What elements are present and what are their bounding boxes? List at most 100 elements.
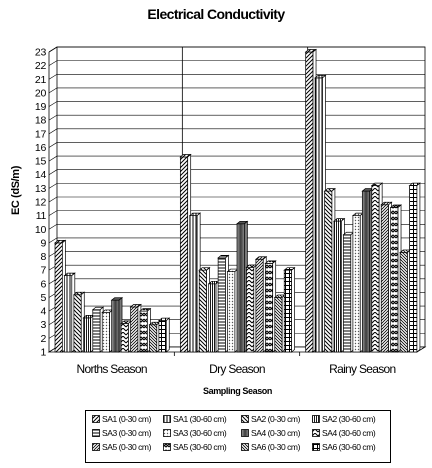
y-tick-label: 20 [35, 87, 47, 99]
y-tick-label: 5 [40, 292, 46, 304]
legend-swatch [241, 429, 249, 437]
y-tick-label: 2 [40, 333, 46, 345]
legend-label: SA6 (30-60 cm) [322, 442, 376, 452]
bar [157, 317, 171, 353]
bar [188, 212, 202, 353]
bar [236, 220, 249, 353]
x-tick-labels: Norths Season Dry Season Rainy Season [77, 362, 397, 376]
bar [399, 249, 412, 353]
legend-label: SA1 (0-30 cm) [102, 414, 151, 424]
bar [54, 239, 67, 353]
y-tick-label: 10 [35, 224, 47, 236]
y-tick-label: 13 [35, 183, 47, 195]
legend-item: SA2 (0-30 cm) [241, 414, 312, 424]
legend-swatch [163, 429, 171, 437]
legend-label: SA5 (30-60 cm) [173, 442, 227, 452]
bar [370, 182, 384, 353]
bar [82, 314, 95, 353]
bar [264, 260, 277, 353]
gridline [48, 60, 425, 66]
bar [389, 204, 403, 353]
legend-item: SA6 (0-30 cm) [241, 442, 312, 452]
y-tick-label: 16 [35, 142, 47, 154]
legend-item: SA3 (0-30 cm) [92, 428, 163, 438]
y-tick-label: 11 [36, 210, 47, 222]
x-tick-label: Dry Season [209, 362, 265, 376]
bar [63, 272, 76, 353]
legend-item: SA1 (0-30 cm) [92, 414, 163, 424]
bar [217, 254, 230, 353]
y-tick-label: 17 [35, 128, 47, 140]
legend-item: SA5 (0-30 cm) [92, 442, 163, 452]
gridline [48, 183, 425, 189]
y-tick-label: 22 [35, 60, 47, 72]
bar [72, 291, 86, 353]
legend-label: SA2 (0-30 cm) [251, 414, 300, 424]
bar [273, 294, 287, 353]
legend-label: SA4 (30-60 cm) [322, 428, 376, 438]
legend-label: SA5 (0-30 cm) [102, 442, 151, 452]
legend-swatch [312, 443, 320, 451]
bar [361, 187, 374, 353]
gridline [48, 73, 425, 80]
bar [314, 74, 327, 353]
bar [380, 201, 393, 353]
x-tick-label: Rainy Season [329, 362, 395, 376]
y-tick-label: 8 [40, 251, 46, 263]
bar [333, 217, 346, 353]
bar [91, 306, 105, 353]
legend-label: SA3 (30-60 cm) [173, 428, 227, 438]
legend-label: SA2 (30-60 cm) [322, 414, 376, 424]
bar [351, 212, 365, 353]
bar [323, 187, 336, 353]
gridline [48, 128, 425, 135]
y-tick-label: 14 [35, 169, 47, 181]
legend-item: SA4 (30-60 cm) [312, 428, 390, 438]
legend-item: SA2 (30-60 cm) [312, 414, 390, 424]
bar [198, 266, 211, 353]
legend-swatch [312, 429, 320, 437]
bar [139, 307, 152, 353]
y-tick-label: 6 [40, 278, 46, 290]
bar [207, 280, 221, 353]
gridline [48, 142, 425, 148]
bar [254, 256, 268, 353]
legend-label: SA6 (0-30 cm) [251, 442, 300, 452]
y-tick-label: 18 [35, 115, 47, 127]
legend-label: SA4 (0-30 cm) [251, 428, 300, 438]
y-tick-label: 12 [35, 197, 47, 209]
legend-swatch [163, 415, 171, 423]
legend-swatch [241, 443, 249, 451]
gridline [48, 169, 425, 175]
gridline [48, 46, 425, 53]
legend-swatch [92, 415, 100, 423]
legend-swatch [163, 443, 171, 451]
bar [120, 320, 133, 353]
bars [54, 48, 421, 353]
x-axis-label: Sampling Season [202, 386, 273, 396]
gridline [48, 87, 425, 94]
chart-title: Electrical Conductivity [147, 6, 285, 22]
bar [110, 296, 124, 353]
legend-swatch [92, 443, 100, 451]
bar [101, 309, 114, 353]
y-tick-label: 15 [35, 156, 47, 168]
legend-swatch [92, 429, 100, 437]
legend-item: SA1 (30-60 cm) [163, 414, 241, 424]
bar [342, 231, 355, 353]
gridline [48, 155, 425, 162]
bar [226, 268, 239, 353]
y-tick-label: 3 [40, 319, 46, 331]
legend-swatch [241, 415, 249, 423]
y-tick-label: 1 [40, 347, 46, 359]
bar [283, 266, 296, 353]
legend-item: SA5 (30-60 cm) [163, 442, 241, 452]
y-tick-label: 9 [40, 237, 46, 249]
gridline [48, 114, 425, 121]
x-tick-label: Norths Season [77, 362, 147, 376]
y-tick-label: 4 [40, 306, 46, 318]
legend-item: SA3 (30-60 cm) [163, 428, 241, 438]
